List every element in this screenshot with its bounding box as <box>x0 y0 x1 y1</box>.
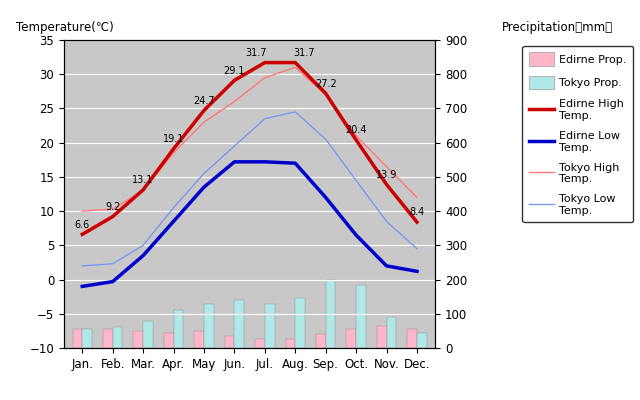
Bar <box>407 329 417 348</box>
Bar <box>326 280 335 348</box>
Bar <box>72 329 83 348</box>
Bar <box>83 329 92 348</box>
Bar <box>225 336 234 348</box>
Bar <box>265 304 275 348</box>
Bar <box>143 321 153 348</box>
Text: 8.4: 8.4 <box>410 207 424 217</box>
Bar <box>316 334 326 348</box>
Bar <box>194 331 204 348</box>
Bar <box>164 333 173 348</box>
Bar <box>356 285 366 348</box>
Bar <box>204 304 214 348</box>
Text: Precipitation（mm）: Precipitation（mm） <box>502 21 613 34</box>
Text: 20.4: 20.4 <box>346 125 367 135</box>
Text: 19.1: 19.1 <box>163 134 184 144</box>
Text: 13.1: 13.1 <box>132 175 154 185</box>
Bar <box>387 317 396 348</box>
Text: 29.1: 29.1 <box>223 66 245 76</box>
Bar <box>295 298 305 348</box>
Bar <box>234 300 244 348</box>
Text: 6.6: 6.6 <box>75 220 90 230</box>
Text: 31.7: 31.7 <box>245 48 266 58</box>
Bar <box>417 333 427 348</box>
Bar <box>173 310 183 348</box>
Bar <box>113 328 122 348</box>
Bar <box>377 326 387 348</box>
Bar <box>133 331 143 348</box>
Bar <box>103 329 113 348</box>
Text: 24.7: 24.7 <box>193 96 215 106</box>
Text: 13.9: 13.9 <box>376 170 397 180</box>
Text: Temperature(℃): Temperature(℃) <box>16 21 113 34</box>
Bar <box>255 340 265 348</box>
Text: 9.2: 9.2 <box>105 202 120 212</box>
Text: 31.7: 31.7 <box>294 48 315 58</box>
Bar <box>346 329 356 348</box>
Legend: Edirne Prop., Tokyo Prop., Edirne High
Temp., Edirne Low
Temp., Tokyo High
Temp.: Edirne Prop., Tokyo Prop., Edirne High T… <box>522 46 633 222</box>
Bar <box>285 340 295 348</box>
Text: 27.2: 27.2 <box>315 78 337 88</box>
